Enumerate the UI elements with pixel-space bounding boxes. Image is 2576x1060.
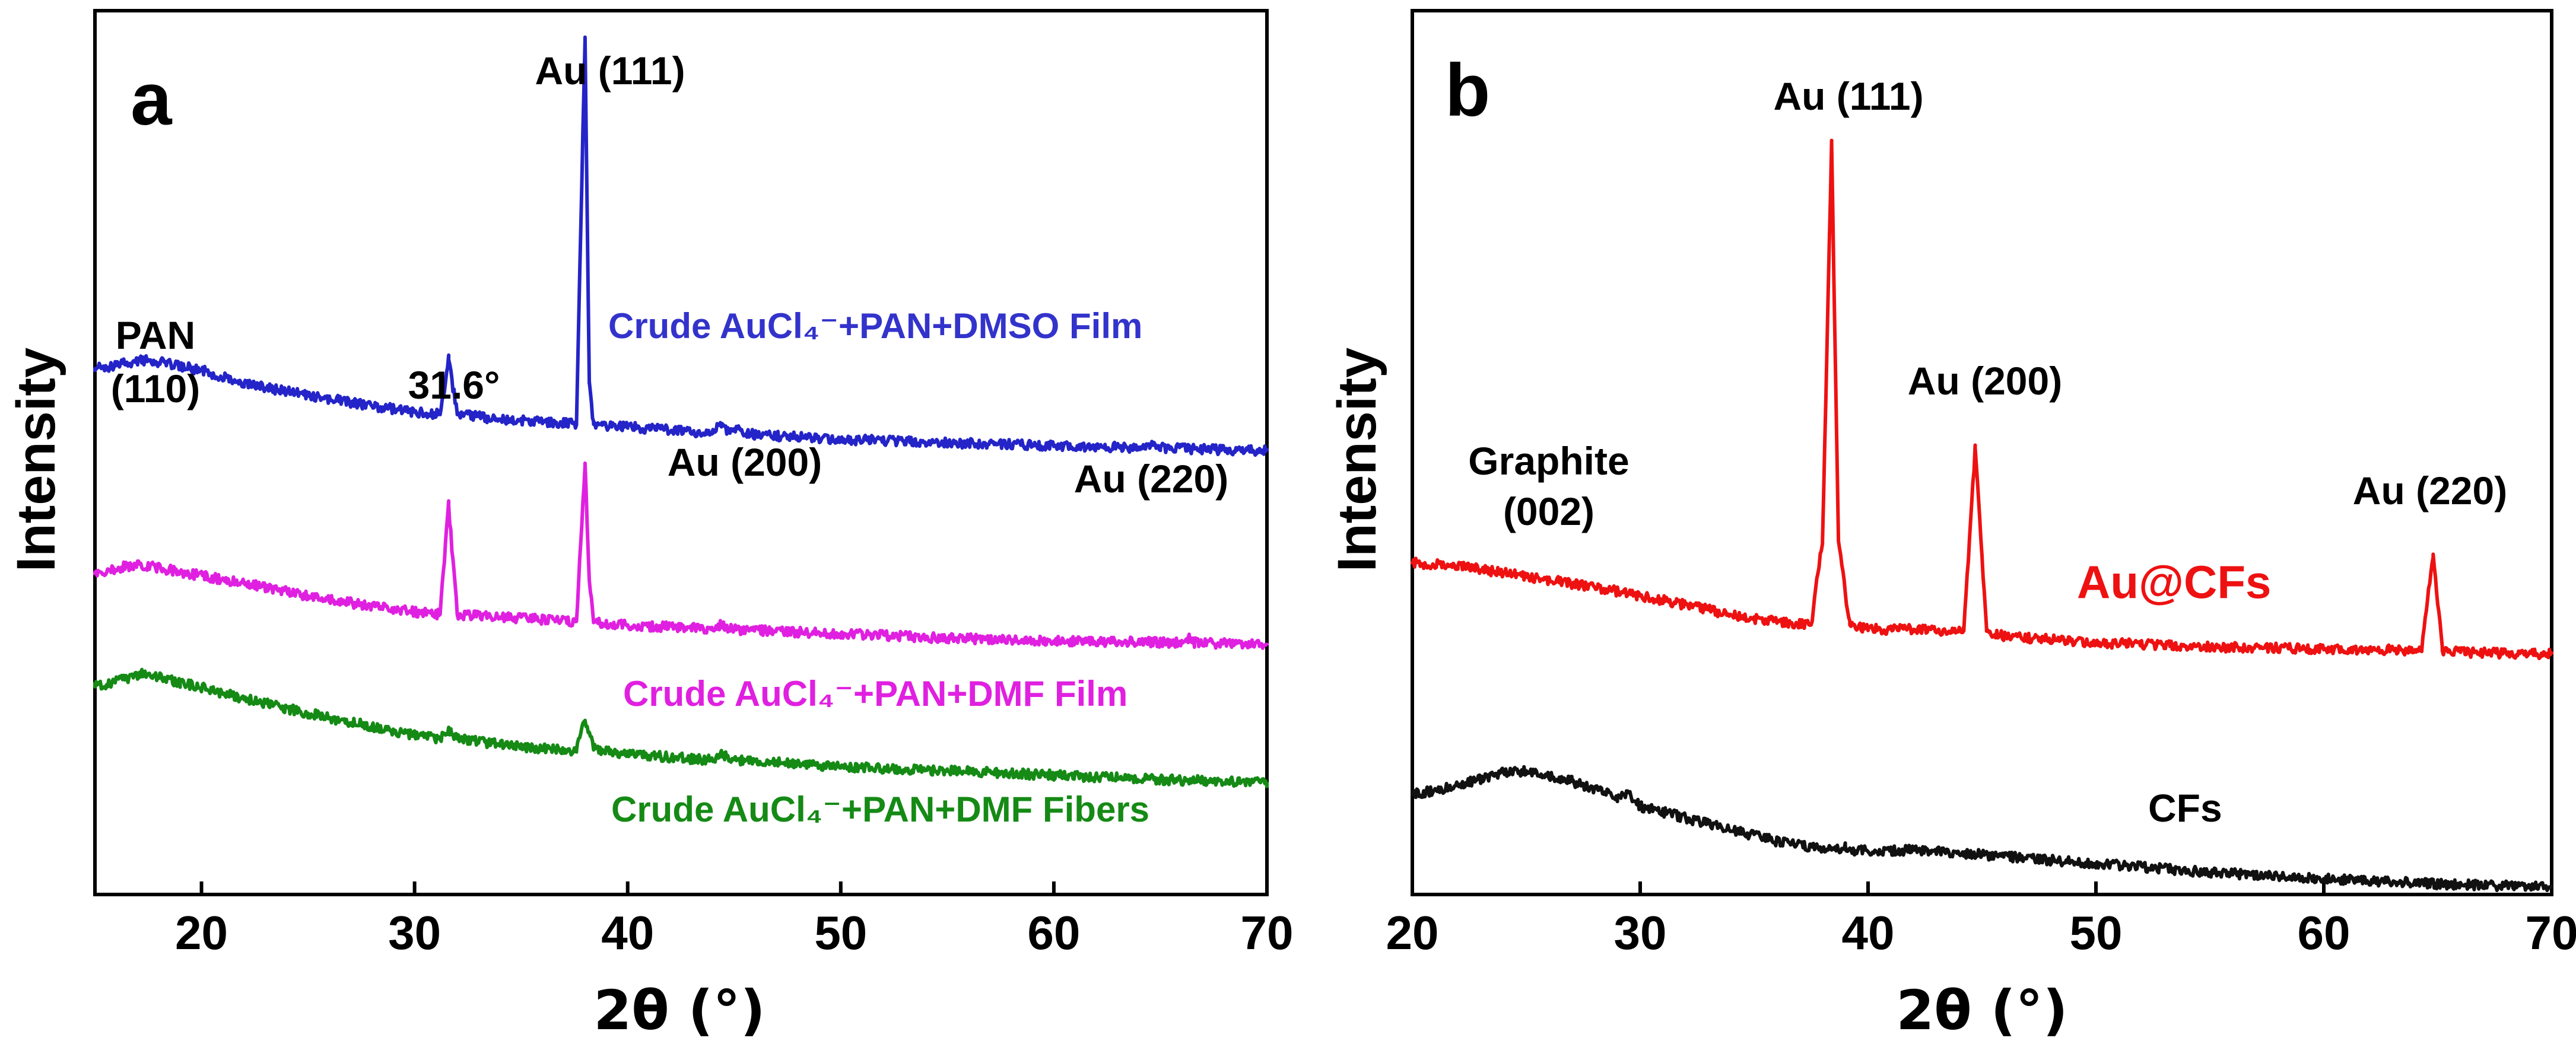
legend-label-dmso-film: Crude AuCl₄⁻+PAN+DMSO Film: [608, 306, 1142, 346]
x-tick-label: 20: [175, 906, 228, 959]
legend-label-dmf-film: Crude AuCl₄⁻+PAN+DMF Film: [623, 674, 1127, 714]
series-line-a-0: [93, 35, 1269, 457]
y-axis-label-b: Intensity: [1327, 348, 1387, 572]
series-line-a-2: [93, 667, 1269, 788]
x-axis-label-a: 2θ (°): [593, 979, 765, 1042]
legend-label-au-cfs: Au@CFs: [2077, 556, 2271, 608]
panel-label-b: b: [1445, 49, 1490, 132]
x-tick-label: 30: [388, 906, 441, 959]
annotation-pan: PAN: [116, 313, 195, 357]
x-tick-label: 30: [1614, 906, 1667, 959]
annotation-au-111-a: Au (111): [535, 49, 685, 93]
x-tick-label: 70: [2526, 906, 2576, 959]
series-group-b: [1411, 138, 2553, 892]
x-tick-label: 50: [814, 906, 867, 959]
annotation-au-200-b: Au (200): [1908, 359, 2062, 403]
annotation-au-220-a: Au (220): [1074, 457, 1228, 501]
x-tick-label: 20: [1386, 906, 1439, 959]
x-tick-label: 70: [1241, 906, 1294, 959]
annotation-au-220-b: Au (220): [2353, 469, 2507, 513]
x-tick-label: 40: [601, 906, 654, 959]
legend-label-dmf-fibers: Crude AuCl₄⁻+PAN+DMF Fibers: [611, 790, 1149, 829]
panel-b: b Intensity 2θ (°) 20 30 40 50 60 70 Graphite…: [1327, 9, 2576, 1042]
panel-label-a: a: [131, 58, 173, 141]
panel-a: a Intensity 2θ (°) 20 30 40 50 60 70 PAN (110…: [6, 9, 1293, 1042]
annotation-au-200-a: Au (200): [668, 440, 822, 484]
series-line-a-1: [93, 461, 1269, 650]
series-group-a: [93, 35, 1269, 788]
x-tick-label: 40: [1842, 906, 1895, 959]
x-tick-label: 50: [2070, 906, 2123, 959]
annotation-graphite: Graphite: [1468, 439, 1629, 483]
x-ticks-a: 20 30 40 50 60 70: [175, 881, 1293, 959]
series-line-b-0: [1411, 138, 2553, 660]
annotation-au-111-b: Au (111): [1773, 74, 1923, 118]
x-ticks-b: 20 30 40 50 60 70: [1386, 881, 2576, 959]
annotation-31-6-deg: 31.6°: [408, 363, 500, 407]
x-tick-label: 60: [1027, 906, 1080, 959]
plot-frame-b: [1411, 9, 2553, 896]
series-line-b-1: [1411, 765, 2553, 892]
x-tick-label: 60: [2298, 906, 2351, 959]
y-axis-label-a: Intensity: [6, 348, 66, 572]
annotation-pan-110: (110): [111, 367, 200, 410]
legend-label-cfs: CFs: [2148, 786, 2222, 830]
annotation-graphite-002: (002): [1503, 489, 1594, 533]
x-axis-label-b: 2θ (°): [1896, 979, 2067, 1042]
